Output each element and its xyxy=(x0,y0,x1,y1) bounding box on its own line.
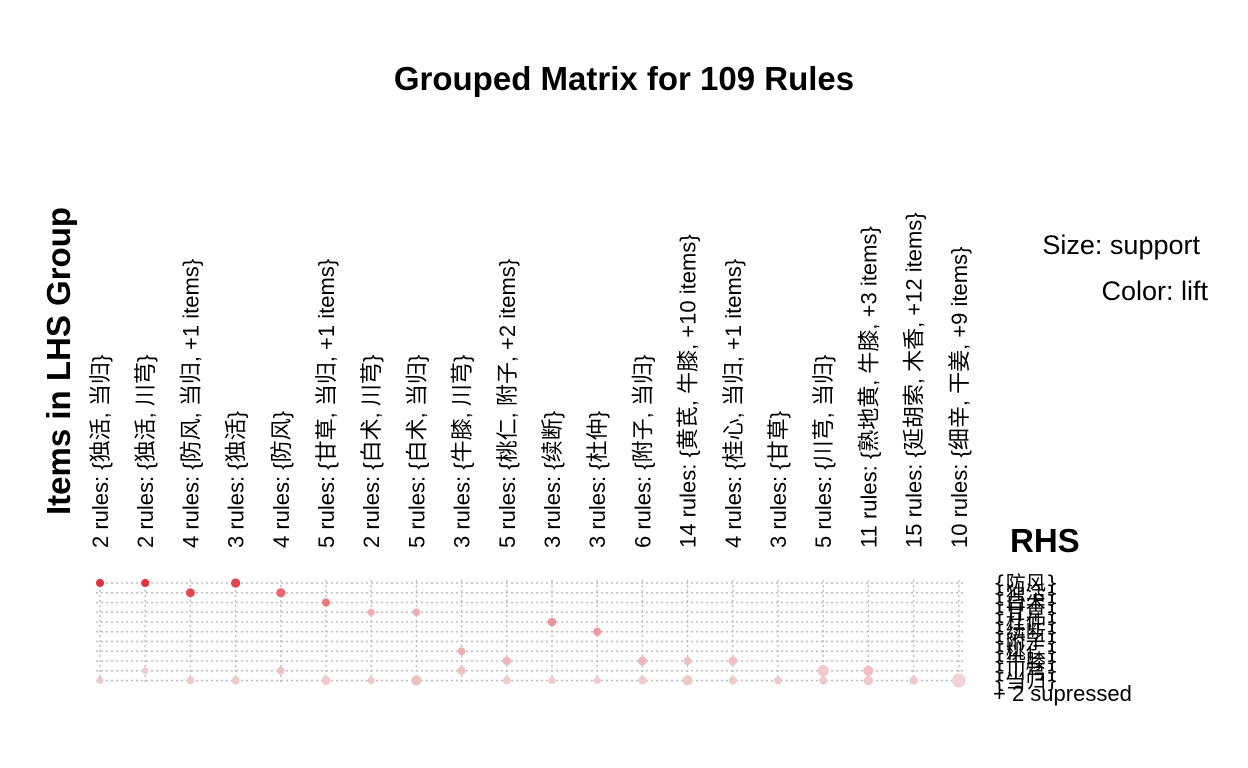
rule-point xyxy=(593,676,601,685)
lhs-group-label: 2 rules: {独活, 川芎} xyxy=(133,355,158,548)
rule-point xyxy=(96,676,104,685)
rule-point xyxy=(683,656,692,666)
lhs-group-label: 3 rules: {续断} xyxy=(540,411,565,548)
rule-point xyxy=(141,578,150,588)
legend-color: Color: lift xyxy=(1101,276,1208,306)
legend-size: Size: support xyxy=(1042,230,1200,260)
rhs-item-label: {白术} xyxy=(993,591,1058,615)
lhs-group-label: 2 rules: {白术, 川芎} xyxy=(359,355,384,548)
rule-point xyxy=(728,656,738,666)
rhs-item-label: {牛膝} xyxy=(993,649,1058,673)
lhs-group-label: 3 rules: {杜仲} xyxy=(585,411,610,548)
lhs-group-label: 5 rules: {川芎, 当归} xyxy=(811,355,836,548)
rhs-item-label: {防风} xyxy=(993,571,1058,595)
lhs-group-label: 6 rules: {附子, 当归} xyxy=(630,355,655,548)
rule-point xyxy=(502,676,511,685)
rule-point xyxy=(637,656,647,666)
rule-point xyxy=(141,667,149,675)
rhs-item-label: {杜仲} xyxy=(993,610,1058,634)
rule-point xyxy=(951,673,966,688)
chart-title: Grouped Matrix for 109 Rules xyxy=(394,60,854,97)
rule-point xyxy=(457,666,466,675)
lhs-group-label: 5 rules: {甘草, 当归, +1 items} xyxy=(314,259,339,548)
rule-point xyxy=(728,676,737,685)
lhs-group-label: 3 rules: {甘草} xyxy=(766,411,791,548)
lhs-group-label: 11 rules: {熟地黄, 牛膝, +3 items} xyxy=(856,226,881,548)
y-axis-label: Items in LHS Group xyxy=(40,207,77,515)
rule-point xyxy=(186,676,195,685)
rhs-item-label: {续断} xyxy=(993,620,1058,644)
rule-point xyxy=(548,676,556,685)
rule-point xyxy=(682,675,693,686)
rule-point xyxy=(457,647,466,656)
lhs-group-label: 2 rules: {独活, 当归} xyxy=(88,355,113,548)
lhs-group-label: 10 rules: {细辛, 干姜, +9 items} xyxy=(947,247,972,548)
rule-point xyxy=(230,578,241,588)
rule-point xyxy=(367,676,375,685)
rhs-suppressed-note: + 2 supressed xyxy=(993,681,1132,706)
rule-point xyxy=(863,675,874,686)
rule-point xyxy=(593,627,602,636)
lhs-group-label: 3 rules: {牛膝, 川芎} xyxy=(450,355,475,548)
rule-point xyxy=(817,665,829,677)
rhs-item-label: {附子} xyxy=(993,630,1058,654)
lhs-group-label: 3 rules: {独活} xyxy=(224,411,249,548)
rule-point xyxy=(185,588,195,598)
rhs-title: RHS xyxy=(1010,522,1080,559)
rule-point xyxy=(819,676,828,685)
rule-point xyxy=(774,676,782,685)
rhs-item-label: {甘草} xyxy=(993,600,1058,624)
rule-point xyxy=(411,675,422,686)
rhs-item-label: {独活} xyxy=(993,581,1058,605)
rhs-item-label: {川芎} xyxy=(993,659,1058,683)
rule-point xyxy=(502,656,512,666)
rhs-item-label: {当归} xyxy=(993,669,1058,693)
rule-point xyxy=(321,598,331,607)
rule-point xyxy=(863,665,874,676)
lhs-group-label: 4 rules: {防风, 当归, +1 items} xyxy=(178,259,203,548)
rhs-item-label: {桃仁} xyxy=(993,639,1058,663)
lhs-label-layer: 2 rules: {独活, 当归} 2 rules: {独活, 川芎} 4 rule… xyxy=(88,212,972,548)
lhs-group-label: 14 rules: {黄芪, 牛膝, +10 items} xyxy=(676,234,701,548)
lhs-group-label: 5 rules: {白术, 当归} xyxy=(404,355,429,548)
rule-point xyxy=(95,578,105,588)
rule-point xyxy=(547,617,557,627)
rule-point xyxy=(367,608,375,616)
lhs-group-label: 4 rules: {桂心, 当归, +1 items} xyxy=(721,259,746,548)
rule-point xyxy=(321,676,331,685)
point-layer xyxy=(95,578,966,688)
lhs-group-label: 4 rules: {防风} xyxy=(269,411,294,548)
lhs-group-label: 15 rules: {延胡索, 木香, +12 items} xyxy=(902,212,927,548)
lhs-group-label: 5 rules: {桃仁, 附子, +2 items} xyxy=(495,259,520,548)
rule-point xyxy=(276,666,285,675)
grid-layer xyxy=(96,580,965,684)
rule-point xyxy=(412,608,421,617)
rule-point xyxy=(909,676,918,685)
rule-point xyxy=(231,676,240,685)
rule-point xyxy=(276,588,286,598)
rule-point xyxy=(638,676,647,685)
rhs-label-layer: {防风}{独活}{白术}{甘草}{杜仲}{续断}{附子}{桃仁}{牛膝}{川芎}… xyxy=(993,571,1058,693)
